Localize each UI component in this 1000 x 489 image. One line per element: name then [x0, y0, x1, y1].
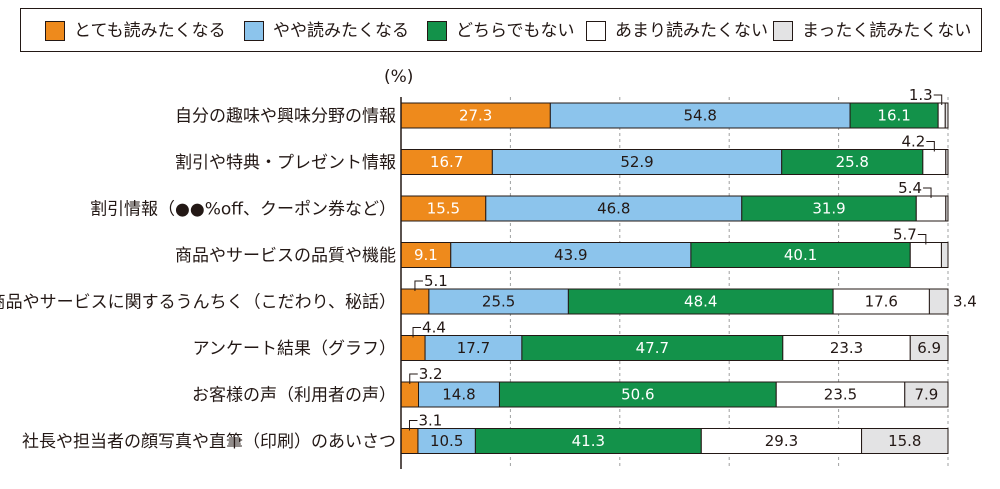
bar-segment-8-3	[474, 428, 702, 454]
bar-segment-4-4	[909, 242, 942, 268]
bar-segment-6-4	[782, 335, 911, 361]
bar-segment-2-3	[781, 149, 924, 175]
callout-line-8-1	[408, 420, 418, 431]
data-label-8-5: 15.8	[888, 432, 921, 450]
bar-segment-2-4	[922, 149, 947, 175]
bar-segment-6-5	[909, 335, 949, 361]
legend-label-5: まったく読みたくない	[802, 21, 972, 41]
data-label-5-2: 25.5	[482, 293, 515, 311]
bar-segment-7-5	[904, 381, 949, 408]
callout-line-4-4	[917, 234, 927, 245]
legend-label-3: どちらでもない	[456, 21, 575, 41]
legend-label-2: やや読みたくなる	[273, 21, 409, 41]
bar-segment-1-1	[400, 102, 551, 129]
data-label-7-2: 14.8	[442, 386, 475, 404]
row-label-7: お客様の声（利用者の声）	[192, 386, 396, 406]
data-label-4-3: 40.1	[784, 246, 817, 264]
data-label-4-2: 43.9	[554, 246, 587, 264]
bar-segment-5-5	[928, 288, 949, 315]
row-label-1: 自分の趣味や興味分野の情報	[175, 107, 396, 127]
data-label-8-4: 29.3	[765, 432, 798, 450]
row-label-2: 割引や特典・プレゼント情報	[175, 153, 396, 173]
legend-label-4: あまり読みたくない	[615, 21, 768, 41]
data-label-5-1: 5.1	[424, 272, 448, 290]
data-label-8-1: 3.1	[418, 412, 442, 430]
data-label-4-1: 9.1	[414, 246, 438, 264]
bar-segment-6-1	[400, 335, 426, 361]
bar-segment-5-1	[400, 288, 430, 315]
data-label-2-2: 52.9	[620, 153, 653, 171]
bar-segment-3-4	[915, 195, 947, 222]
data-label-3-2: 46.8	[597, 200, 630, 218]
callout-line-3-4	[923, 187, 932, 198]
data-label-1-3: 16.1	[877, 107, 910, 125]
data-label-3-3: 31.9	[812, 200, 845, 218]
data-label-4-4: 5.7	[893, 226, 917, 244]
bar-segment-7-1	[400, 381, 420, 408]
data-label-1-1: 27.3	[459, 107, 492, 125]
bar-segment-6-2	[424, 335, 523, 361]
callout-line-1-4	[933, 94, 943, 105]
callout-line-2-4	[926, 141, 935, 152]
legend-label-1: とても読みたくなる	[74, 21, 226, 41]
data-label-3-4: 5.4	[898, 179, 922, 197]
bar-segment-4-3	[690, 242, 911, 268]
data-label-7-1: 3.2	[419, 365, 443, 383]
bar-segment-1-2	[549, 102, 851, 129]
legend-swatch-3	[427, 21, 447, 41]
bar-segment-3-3	[741, 195, 917, 222]
bar-segment-4-1	[400, 242, 452, 268]
data-label-8-2: 10.5	[430, 432, 463, 450]
bar-segment-1-5	[944, 102, 949, 129]
data-label-7-5: 7.9	[914, 386, 938, 404]
data-label-8-3: 41.3	[572, 432, 605, 450]
data-label-2-4: 4.2	[901, 133, 925, 151]
data-label-6-1: 4.4	[422, 319, 446, 337]
legend-swatch-4	[586, 21, 606, 41]
bar-segment-2-2	[491, 149, 783, 175]
legend-swatch-2	[244, 21, 264, 41]
bar-segment-5-3	[567, 288, 834, 315]
bar-segment-5-2	[428, 288, 569, 315]
bar-segment-7-4	[775, 381, 906, 408]
row-label-6: アンケート結果（グラフ）	[193, 339, 396, 359]
row-label-5: 商品やサービスに関するうんちく（こだわり、秘話）	[0, 293, 396, 313]
chart-legend: とても読みたくなる やや読みたくなる どちらでもない あまり読みたくない まった…	[20, 8, 982, 52]
bar-segment-4-2	[450, 242, 692, 268]
data-label-1-4: 1.3	[909, 86, 933, 104]
bar-segment-8-1	[400, 428, 419, 454]
bar-segment-3-2	[485, 195, 743, 222]
unit-label: (%)	[384, 67, 414, 87]
row-label-4: 商品やサービスの品質や機能	[175, 246, 396, 266]
bar-segment-3-5	[945, 195, 949, 222]
data-label-5-4: 17.6	[865, 293, 898, 311]
callout-line-6-1	[412, 327, 422, 338]
data-label-6-5: 6.9	[917, 339, 941, 357]
data-label-5-5: 3.4	[953, 293, 977, 311]
data-label-7-4: 23.5	[824, 386, 857, 404]
row-label-3: 割引情報（●●%off、クーポン券など）	[90, 200, 396, 220]
data-label-7-3: 50.6	[621, 386, 654, 404]
bar-segment-8-5	[861, 428, 949, 454]
data-label-6-3: 47.7	[636, 339, 669, 357]
data-label-2-3: 25.8	[836, 153, 869, 171]
bar-segment-5-4	[832, 288, 930, 315]
data-label-3-1: 15.5	[427, 200, 460, 218]
callout-line-7-1	[409, 373, 418, 384]
data-label-6-4: 23.3	[830, 339, 863, 357]
bar-segment-1-3	[849, 102, 939, 129]
data-label-5-3: 48.4	[684, 293, 717, 311]
row-label-8: 社長や担当者の顔写真や直筆（印刷）のあいさつ	[22, 432, 396, 452]
bar-segment-2-5	[945, 149, 949, 175]
data-label-6-2: 17.7	[457, 339, 490, 357]
bar-segment-4-5	[940, 242, 949, 268]
bar-segment-1-4	[937, 102, 946, 129]
callout-line-5-1	[414, 280, 423, 291]
legend-swatch-5	[773, 21, 793, 41]
data-label-1-2: 54.8	[684, 107, 717, 125]
data-label-2-1: 16.7	[430, 153, 463, 171]
legend-swatch-1	[45, 21, 65, 41]
